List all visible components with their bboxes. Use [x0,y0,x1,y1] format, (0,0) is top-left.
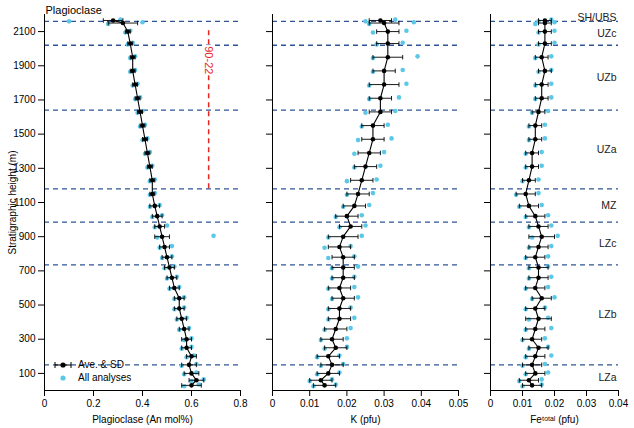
svg-text:0.03: 0.03 [374,398,394,409]
svg-text:Feᵗᵒᵗᵃˡ (pfu): Feᵗᵒᵗᵃˡ (pfu) [530,414,578,425]
svg-text:MZ: MZ [601,199,617,211]
svg-text:90-22: 90-22 [203,46,215,74]
svg-text:0.2: 0.2 [87,398,101,409]
svg-text:0.02: 0.02 [545,398,565,409]
svg-text:1900: 1900 [13,60,36,71]
html-text:All analyses: All analyses [78,372,132,383]
svg-text:0.8: 0.8 [234,398,248,409]
svg-text:UZb: UZb [597,71,617,83]
svg-text:LZc: LZc [599,237,617,249]
svg-text:0: 0 [270,398,276,409]
svg-text:UZa: UZa [597,143,617,155]
svg-text:Plagioclase: Plagioclase [46,4,102,16]
svg-text:700: 700 [19,265,36,276]
svg-text:0.04: 0.04 [412,398,432,409]
svg-text:100: 100 [19,368,36,379]
svg-text:1700: 1700 [13,94,36,105]
svg-text:Stratigraphic height (m): Stratigraphic height (m) [7,151,18,255]
svg-text:LZa: LZa [598,371,616,383]
svg-text:Plagioclase (An mol%): Plagioclase (An mol%) [92,414,193,425]
svg-text:K (pfu): K (pfu) [350,414,380,425]
svg-text:500: 500 [19,299,36,310]
svg-text:1100: 1100 [14,196,36,208]
svg-text:SH/UBS: SH/UBS [577,11,616,23]
svg-text:0: 0 [488,398,494,409]
svg-text:0.4: 0.4 [136,398,150,409]
svg-text:0.02: 0.02 [337,398,357,409]
svg-text:0.6: 0.6 [185,398,199,409]
svg-text:0: 0 [42,398,48,409]
html-text:Ave. & SD: Ave. & SD [78,359,124,370]
svg-text:900: 900 [19,231,36,242]
svg-text:300: 300 [19,333,36,344]
svg-text:0.04: 0.04 [609,398,629,409]
svg-text:2100: 2100 [13,26,36,37]
svg-text:LZb: LZb [598,308,616,320]
svg-text:1300: 1300 [13,162,36,174]
svg-text:0.01: 0.01 [300,398,320,409]
svg-text:1500: 1500 [13,128,36,139]
svg-text:0.05: 0.05 [449,398,468,409]
svg-text:0.03: 0.03 [577,398,597,409]
svg-text:0.01: 0.01 [513,398,533,409]
svg-text:UZc: UZc [597,27,616,39]
